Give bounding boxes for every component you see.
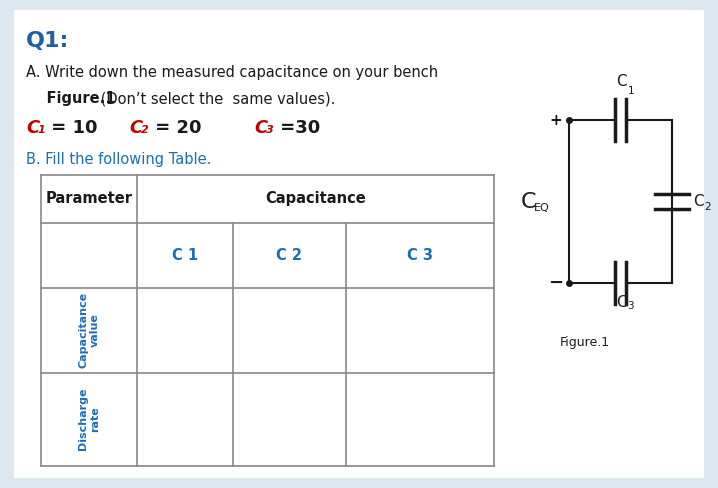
Text: C: C [616, 295, 626, 310]
Text: = 20: = 20 [149, 119, 201, 137]
Text: = 10: = 10 [45, 119, 98, 137]
Text: 3: 3 [628, 301, 634, 311]
Text: −: − [549, 274, 564, 292]
Text: 3: 3 [266, 125, 274, 135]
Text: Parameter: Parameter [46, 191, 133, 206]
Text: Discharge
rate: Discharge rate [78, 388, 100, 450]
Text: 1: 1 [628, 86, 634, 96]
Text: Q1:: Q1: [26, 31, 69, 51]
Text: C: C [616, 75, 626, 89]
Text: C 2: C 2 [276, 248, 302, 263]
Bar [41, 175, 495, 466]
Text: 2: 2 [141, 125, 149, 135]
Text: 1: 1 [37, 125, 45, 135]
Text: Capacitance
value: Capacitance value [78, 292, 100, 368]
Text: C: C [693, 194, 704, 209]
Text: C 1: C 1 [172, 248, 198, 263]
Text: C: C [254, 119, 268, 137]
Text: 2: 2 [704, 202, 712, 212]
Text: C 3: C 3 [407, 248, 433, 263]
Text: Figure.1: Figure.1 [26, 91, 116, 106]
Text: +: + [549, 113, 562, 128]
Text: A. Write down the measured capacitance on your bench: A. Write down the measured capacitance o… [26, 65, 438, 81]
Text: C: C [26, 119, 39, 137]
Text: Capacitance: Capacitance [266, 191, 366, 206]
Text: B. Fill the following Table.: B. Fill the following Table. [26, 152, 211, 167]
Text: EQ: EQ [533, 203, 549, 213]
Text: C: C [521, 192, 537, 212]
Text: =30: =30 [274, 119, 320, 137]
Text: (Don’t select the  same values).: (Don’t select the same values). [96, 91, 335, 106]
Text: Figure.1: Figure.1 [559, 336, 610, 349]
Text: C: C [129, 119, 143, 137]
